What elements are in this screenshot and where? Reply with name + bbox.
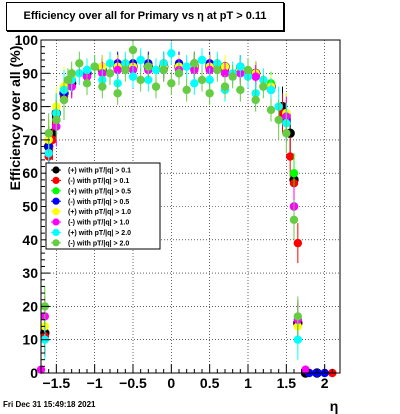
y-tick-label: 30 [22,265,38,281]
data-point [113,65,122,75]
data-point [174,69,184,78]
data-point [266,105,276,115]
x-tick-label: 0.5 [200,375,220,391]
data-point [136,75,145,85]
y-tick-label: 10 [22,332,38,348]
data-point [151,82,161,91]
chart-title: Efficiency over all for Primary vs η at … [6,2,284,31]
data-point [293,335,303,344]
data-point [144,62,153,71]
legend: (+) with pT/|q| > 0.1 (-) with pT/|q| > 0… [45,162,161,250]
data-point [220,69,230,78]
data-point [236,85,245,95]
legend-label: (+) with pT/|q| > 0.5 [68,188,131,195]
x-axis-label: η [330,398,339,414]
x-tick-label: 0 [167,375,175,391]
data-point [59,95,69,105]
legend-box [45,162,161,250]
legend-swatch [52,228,60,236]
data-point [285,152,295,161]
legend-swatch [52,239,60,247]
data-point [289,169,299,178]
data-point [63,75,73,85]
data-point [136,55,145,65]
data-point [67,69,76,78]
data-point [167,79,176,88]
data-point [197,75,207,85]
legend-label: (+) with pT/|q| > 2.0 [68,230,131,237]
data-point [167,49,176,58]
legend-label: (+) with pT/|q| > 0.1 [68,168,131,175]
legend-swatch [52,197,60,205]
data-point [128,45,138,55]
data-point [90,62,99,71]
data-point [266,85,276,95]
data-point [205,75,214,85]
y-tick-label: 90 [22,65,38,81]
y-tick-label: 50 [22,199,38,215]
data-point [151,65,161,75]
data-point [289,215,299,225]
x-tick-label: 1 [244,375,252,391]
data-point [301,365,310,374]
axes: −1.5 −1 −0.5 0 0.5 1 1.5 2010203040506070809010… [15,32,341,391]
x-tick-label: −1 [87,375,103,391]
y-tick-label: 80 [22,99,38,115]
data-point [128,72,138,81]
legend-swatch [52,176,60,184]
x-tick-label: 1.5 [277,375,297,391]
y-tick-label: 60 [22,165,38,181]
data-point [52,115,61,125]
data-points [36,40,337,378]
y-tick-label: 100 [15,32,39,48]
y-tick-label: 20 [22,298,38,314]
y-tick-label: 0 [30,365,38,381]
legend-swatch [52,187,60,195]
data-point [293,238,303,248]
legend-label: (+) with pT/|q| > 1.0 [68,209,131,216]
legend-label: (-) with pT/|q| > 0.1 [68,178,129,185]
y-axis-label: Efficiency over all (%) [7,46,23,191]
data-point [228,72,237,81]
data-point [82,79,92,88]
data-point [190,79,199,88]
data-point [121,65,130,75]
data-point [182,62,191,71]
data-point [197,55,207,65]
data-point [293,312,303,321]
legend-swatch [52,218,60,226]
legend-swatch [52,166,60,174]
legend-label: (-) with pT/|q| > 0.5 [68,199,129,206]
data-point [243,65,253,75]
data-point [98,82,107,91]
legend-swatch [52,208,60,216]
x-tick-label: −1.5 [43,375,71,391]
data-point [105,69,115,78]
data-point [75,59,84,68]
data-point [236,62,245,71]
data-point [282,129,291,138]
data-point [182,85,191,95]
x-tick-label: −0.5 [119,375,147,391]
data-point [144,75,153,85]
x-tick-label: 2 [321,375,329,391]
y-tick-label: 70 [22,132,38,148]
legend-label: (-) with pT/|q| > 1.0 [68,220,129,227]
data-point [113,89,122,98]
data-point [190,59,199,68]
data-point [251,72,260,81]
data-point [205,89,214,98]
data-point [251,95,260,105]
data-point [274,115,283,125]
y-tick-label: 40 [22,232,38,248]
data-point [220,82,230,91]
data-point [159,65,168,75]
data-point [213,65,222,75]
data-point [44,129,53,138]
data-point [259,82,268,91]
timestamp: Fri Dec 31 15:49:18 2021 [3,400,96,409]
legend-label: (-) with pT/|q| > 2.0 [68,240,129,247]
data-point [82,65,92,75]
